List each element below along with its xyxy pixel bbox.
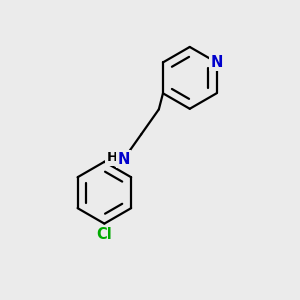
Text: Cl: Cl (97, 227, 112, 242)
Text: H: H (107, 152, 118, 164)
Text: N: N (210, 55, 223, 70)
Text: N: N (117, 152, 130, 167)
